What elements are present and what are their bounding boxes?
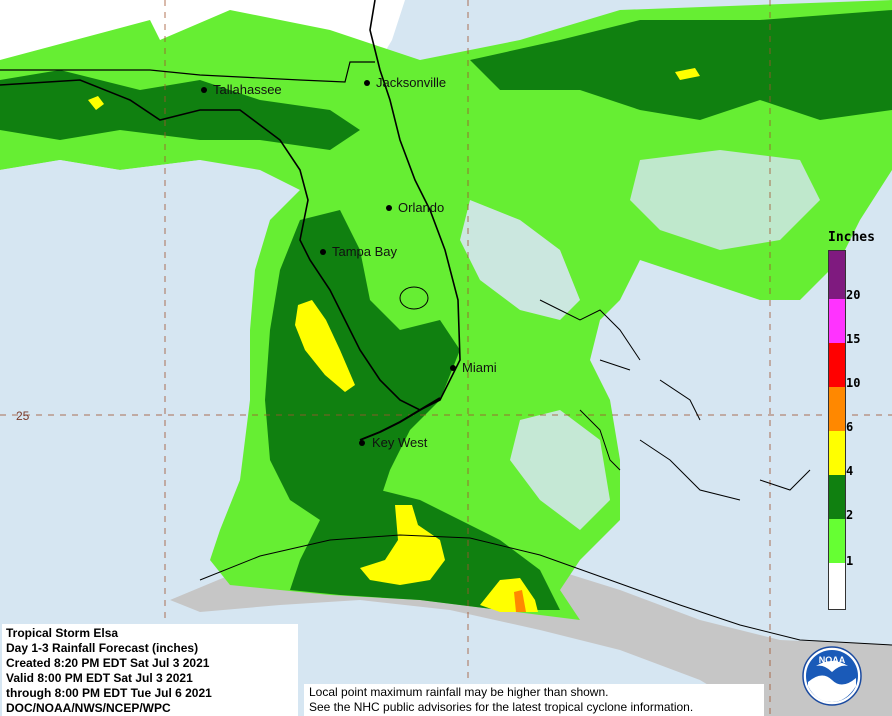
bahamas-islands bbox=[539, 299, 811, 501]
forecast-info-box: Tropical Storm Elsa Day 1-3 Rainfall For… bbox=[2, 624, 298, 716]
lat-label-25: 25 bbox=[16, 409, 30, 423]
legend-tick-1: 1 bbox=[846, 554, 854, 568]
agency-credit: DOC/NOAA/NWS/NCEP/WPC bbox=[6, 701, 171, 715]
legend-swatch-10-15 bbox=[829, 343, 845, 387]
rain-area-4-6in-cuba bbox=[360, 505, 445, 585]
legend-swatch-6-10 bbox=[829, 387, 845, 431]
rain-area-2-4in-central bbox=[265, 210, 460, 520]
city-dot-miami bbox=[450, 365, 456, 371]
lake-okeechobee bbox=[399, 286, 429, 310]
legend-swatch-15-20 bbox=[829, 299, 845, 343]
rain-area-2-4in-northeast bbox=[470, 10, 892, 120]
city-label-key-west: Key West bbox=[372, 435, 428, 450]
rain-area-4-6in-gulf bbox=[295, 300, 355, 392]
city-label-jacksonville: Jacksonville bbox=[376, 75, 446, 90]
legend-color-bar bbox=[828, 250, 846, 610]
city-dot-key-west bbox=[359, 440, 365, 446]
legend-tick-2: 2 bbox=[846, 508, 854, 522]
florida-keys bbox=[359, 397, 441, 441]
city-label-orlando: Orlando bbox=[398, 200, 444, 215]
legend-swatch-4-6 bbox=[829, 431, 845, 475]
legend-tick-10: 10 bbox=[846, 376, 861, 390]
legend-swatch-2-4 bbox=[829, 475, 845, 519]
state-border bbox=[0, 61, 375, 83]
disclaimer-line-1: Local point maximum rainfall may be high… bbox=[309, 685, 609, 699]
city-dot-tallahassee bbox=[201, 87, 207, 93]
city-dot-jacksonville bbox=[364, 80, 370, 86]
rain-area-4-6in-spot2 bbox=[675, 68, 700, 80]
city-dot-tampa-bay bbox=[320, 249, 326, 255]
storm-name: Tropical Storm Elsa bbox=[6, 626, 119, 640]
legend-tick-6: 6 bbox=[846, 420, 854, 434]
created-time: Created 8:20 PM EDT Sat Jul 3 2021 bbox=[6, 656, 210, 670]
florida-coastline bbox=[0, 0, 461, 411]
rain-area-4-6in-spot1 bbox=[88, 96, 104, 110]
legend-title: Inches bbox=[828, 230, 875, 245]
disclaimer-line-2: See the NHC public advisories for the la… bbox=[309, 700, 694, 714]
noaa-logo-text: NOAA bbox=[819, 655, 846, 665]
legend-tick-20: 20 bbox=[846, 288, 861, 302]
city-markers bbox=[201, 80, 456, 446]
legend-tick-15: 15 bbox=[846, 332, 861, 346]
rain-area-1-2in bbox=[0, 0, 892, 620]
legend-swatch-1-2 bbox=[829, 519, 845, 563]
city-label-miami: Miami bbox=[462, 360, 497, 375]
noaa-logo: NOAA bbox=[802, 646, 862, 706]
legend-swatch-20-plus bbox=[829, 251, 845, 299]
rainfall-legend: Inches 20 15 10 6 4 2 1 bbox=[824, 230, 890, 610]
city-label-tampa-bay: Tampa Bay bbox=[332, 244, 398, 259]
forecast-title: Day 1-3 Rainfall Forecast (inches) bbox=[6, 641, 199, 655]
legend-tick-4: 4 bbox=[846, 464, 854, 478]
disclaimer-note: Local point maximum rainfall may be high… bbox=[304, 684, 764, 716]
rain-area-6-10in bbox=[514, 590, 526, 612]
valid-end-time: through 8:00 PM EDT Tue Jul 6 2021 bbox=[6, 686, 212, 700]
city-label-tallahassee: Tallahassee bbox=[213, 82, 282, 97]
legend-swatch-0-1 bbox=[829, 563, 845, 609]
cuba-coastline bbox=[199, 534, 892, 646]
city-dot-orlando bbox=[386, 205, 392, 211]
valid-start-time: Valid 8:00 PM EDT Sat Jul 3 2021 bbox=[6, 671, 193, 685]
rain-area-2-4in-north bbox=[0, 70, 360, 150]
